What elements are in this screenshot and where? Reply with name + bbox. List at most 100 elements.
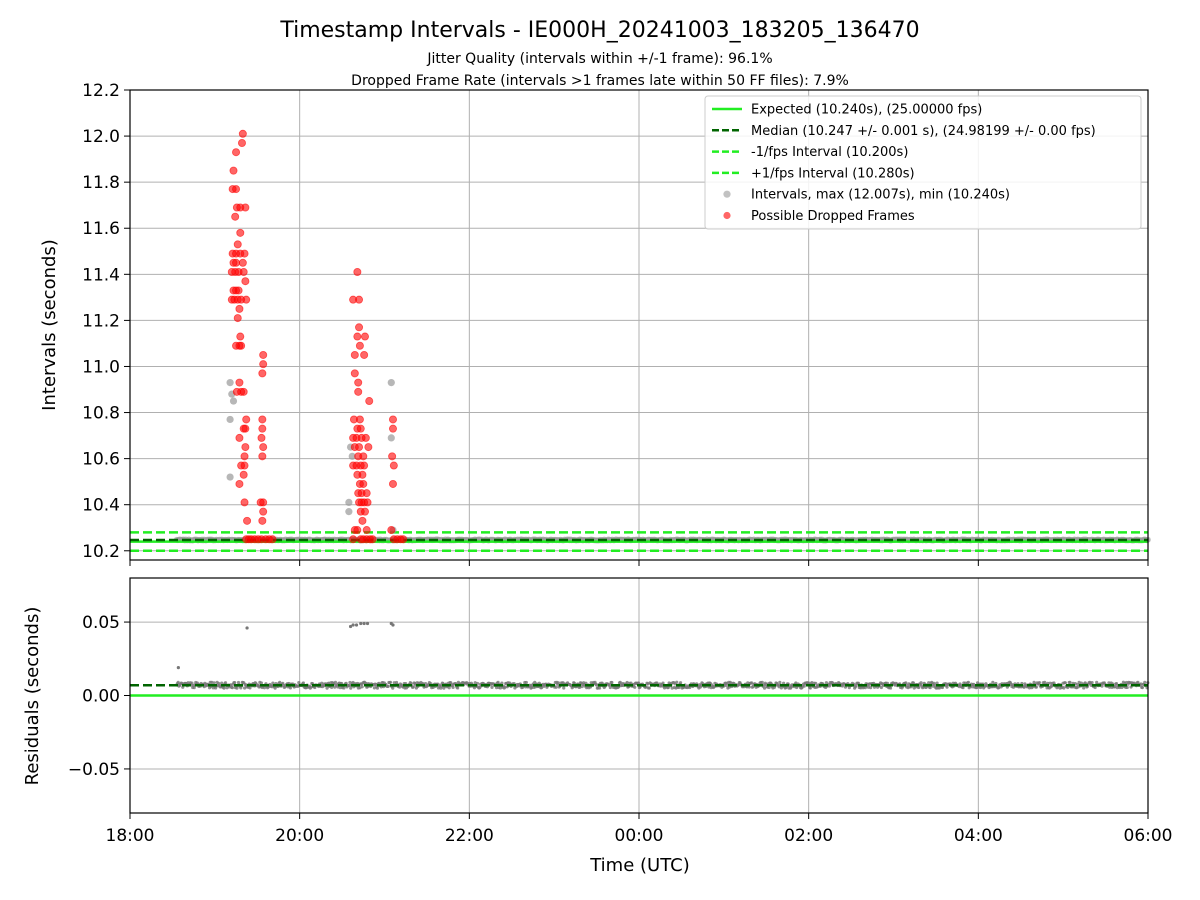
residual-point xyxy=(888,686,893,690)
residual-point xyxy=(494,686,499,690)
y-tick-label: 11.0 xyxy=(82,357,120,377)
residual-point xyxy=(991,680,995,684)
residual-point xyxy=(354,623,359,627)
dropped-frame-point xyxy=(353,332,362,341)
dropped-frame-point xyxy=(356,424,365,433)
residual-point xyxy=(749,681,754,685)
dropped-frame-point xyxy=(358,516,367,525)
y-tick-label: 11.8 xyxy=(82,173,120,193)
dropped-frame-point xyxy=(232,185,241,194)
dropped-frame-point xyxy=(239,470,248,479)
dropped-frame-point xyxy=(241,443,250,452)
residuals-y-axis-label: Residuals (seconds) xyxy=(22,607,43,786)
y-tick-label: 10.8 xyxy=(82,404,120,424)
y-tick-label: 11.4 xyxy=(82,265,120,285)
residual-point xyxy=(271,681,275,685)
y-tick-label: 0.05 xyxy=(82,613,120,633)
residual-point xyxy=(554,685,558,689)
residual-point xyxy=(1093,685,1097,690)
residual-point xyxy=(808,686,812,690)
residual-point xyxy=(824,681,828,685)
residual-point xyxy=(181,685,185,689)
time-x-axis-label: Time (UTC) xyxy=(589,855,690,876)
residual-point xyxy=(675,680,679,684)
residual-point xyxy=(230,686,234,690)
y-tick-label: 11.2 xyxy=(82,311,120,331)
residual-point xyxy=(411,685,415,689)
dropped-frame-point xyxy=(236,228,245,237)
dropped-frame-point xyxy=(360,350,369,359)
intervals-plot-frame xyxy=(129,89,1149,561)
dropped-frame-point xyxy=(258,415,267,424)
dropped-frame-point xyxy=(258,516,267,525)
dropped-frame-point xyxy=(358,470,367,479)
residual-point xyxy=(362,621,366,626)
residual-point xyxy=(917,685,921,690)
dropped-frame-point xyxy=(388,424,397,433)
dropped-frame-point xyxy=(241,424,250,433)
y-tick-label: 12.2 xyxy=(82,81,120,101)
residual-point xyxy=(1048,681,1052,685)
dropped-frame-point xyxy=(232,148,241,157)
y-tick-label: 11.6 xyxy=(82,219,120,239)
interval-point xyxy=(348,452,356,460)
x-tick-label: 18:00 xyxy=(106,826,155,846)
residual-point xyxy=(223,681,228,685)
residual-point xyxy=(447,686,451,690)
dropped-frame-point xyxy=(368,535,377,544)
dropped-frame-point xyxy=(235,304,244,313)
dropped-frame-point xyxy=(240,461,249,470)
residual-point xyxy=(562,686,566,690)
dropped-frame-point xyxy=(353,268,362,277)
dropped-frame-point xyxy=(241,277,250,286)
legend-label: Expected (10.240s), (25.00000 fps) xyxy=(751,103,982,118)
residual-point xyxy=(375,686,380,690)
residual-point xyxy=(451,685,455,689)
residual-point xyxy=(235,686,239,690)
residual-point xyxy=(608,685,612,690)
dropped-frame-point xyxy=(258,369,267,378)
dropped-frame-point xyxy=(355,341,364,350)
residual-point xyxy=(633,685,637,689)
residual-point xyxy=(607,683,612,687)
residual-point xyxy=(1090,681,1094,685)
interval-point xyxy=(226,415,234,424)
dropped-frame-point xyxy=(355,415,364,424)
residual-point xyxy=(610,680,614,685)
dropped-frame-point xyxy=(389,461,398,470)
residual-point xyxy=(1037,680,1042,685)
dropped-frame-point xyxy=(360,507,369,516)
dropped-frame-point xyxy=(350,350,359,359)
residual-point xyxy=(1043,680,1047,684)
dropped-frame-point xyxy=(242,295,251,304)
y-tick-label: 0.00 xyxy=(82,687,120,707)
intervals-plot: 10.2 10.4 10.6 10.8 11.0 11.2 11.4 11.6 11.8 12.0… xyxy=(82,81,1151,566)
residual-point xyxy=(598,686,602,690)
dropped-frame-point xyxy=(238,258,247,267)
residual-point xyxy=(212,681,216,685)
interval-point xyxy=(345,498,353,507)
dropped-frame-point xyxy=(259,507,268,516)
dropped-frame-point xyxy=(243,516,252,525)
legend: Expected (10.240s), (25.00000 fps) Median… xyxy=(704,95,1142,230)
y-tick-label: 10.2 xyxy=(82,542,120,562)
dropped-frame-point xyxy=(242,415,251,424)
residual-point xyxy=(935,681,939,685)
interval-point xyxy=(387,434,395,442)
residual-point xyxy=(524,680,528,685)
dropped-frame-point xyxy=(354,378,363,387)
dropped-frame-point xyxy=(362,526,371,535)
residual-point xyxy=(636,681,641,685)
residual-point xyxy=(1063,681,1067,685)
dropped-frame-point xyxy=(365,397,374,406)
residual-point xyxy=(236,680,241,685)
jitter-quality-subtitle: Jitter Quality (intervals within +/-1 fr… xyxy=(426,51,772,67)
dropped-frame-point xyxy=(259,498,268,507)
legend-dot-marker xyxy=(723,211,731,220)
residual-point xyxy=(365,621,370,626)
residual-point xyxy=(556,681,561,685)
interval-point xyxy=(345,508,353,516)
residual-point xyxy=(1125,685,1129,690)
residual-point xyxy=(456,686,460,690)
dropped-frame-point xyxy=(364,443,373,452)
